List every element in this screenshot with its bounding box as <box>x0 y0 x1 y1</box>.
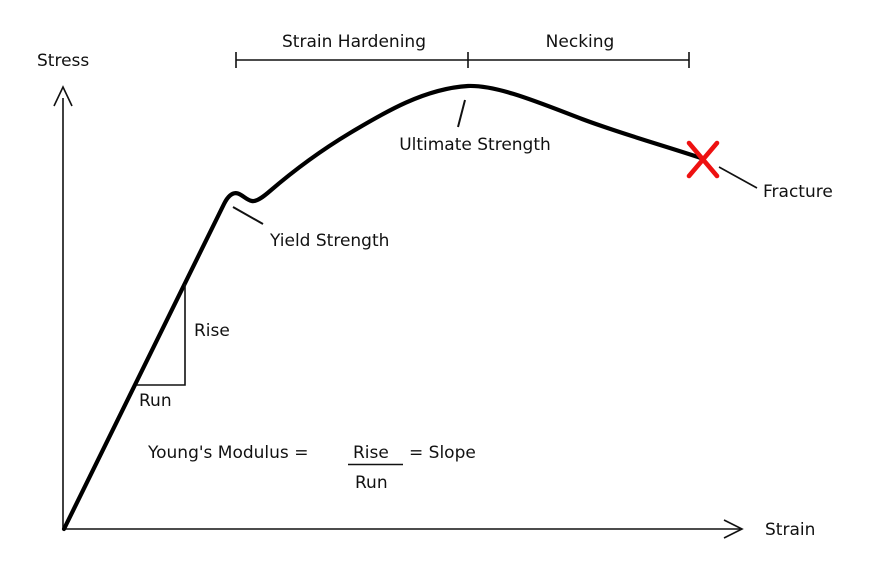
formula-lhs: Young's Modulus = <box>147 443 308 463</box>
formula-denominator: Run <box>355 473 388 493</box>
stress-strain-curve <box>61 83 704 532</box>
region-bracket: Strain Hardening Necking <box>235 32 690 68</box>
y-axis-label: Stress <box>37 51 89 71</box>
youngs-modulus-formula: Young's Modulus = Rise Run = Slope <box>147 443 476 493</box>
fracture-x-marker <box>686 140 720 179</box>
formula-numerator: Rise <box>353 443 389 463</box>
formula-rhs: = Slope <box>409 443 476 463</box>
rise-label: Rise <box>194 321 230 341</box>
yield-strength-label: Yield Strength <box>269 231 389 251</box>
yield-strength-leader <box>232 206 264 225</box>
necking-label: Necking <box>546 32 615 52</box>
x-axis-label: Strain <box>765 520 815 540</box>
ultimate-strength-label: Ultimate Strength <box>399 135 551 155</box>
x-axis-arrowhead-icon <box>723 519 744 539</box>
strain-hardening-label: Strain Hardening <box>282 32 426 52</box>
fracture-label: Fracture <box>763 182 833 202</box>
rise-run-triangle-lines <box>137 284 186 386</box>
ultimate-strength-leader <box>457 99 466 128</box>
rise-run-triangle: Rise Run <box>137 284 230 411</box>
run-label: Run <box>139 391 172 411</box>
fracture-leader <box>718 166 758 189</box>
y-axis-arrowhead-icon <box>53 85 73 107</box>
